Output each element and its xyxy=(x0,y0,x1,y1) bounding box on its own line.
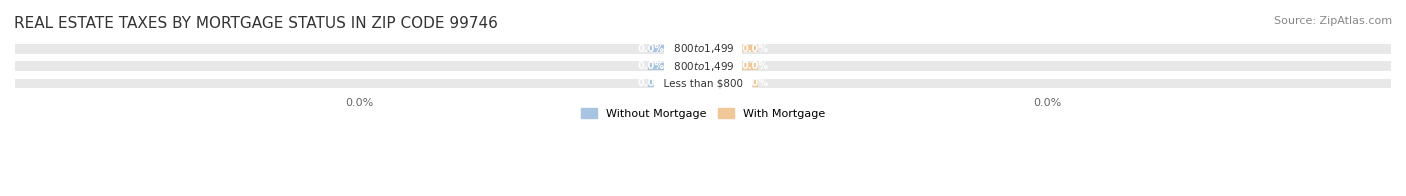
Bar xyxy=(703,63,758,70)
Bar xyxy=(703,45,758,53)
Text: 0.0%: 0.0% xyxy=(741,44,768,54)
Bar xyxy=(648,63,703,70)
Text: $800 to $1,499: $800 to $1,499 xyxy=(666,42,740,55)
Text: 0.0%: 0.0% xyxy=(741,61,768,71)
Text: Less than $800: Less than $800 xyxy=(657,78,749,88)
Text: REAL ESTATE TAXES BY MORTGAGE STATUS IN ZIP CODE 99746: REAL ESTATE TAXES BY MORTGAGE STATUS IN … xyxy=(14,16,498,31)
Bar xyxy=(15,79,1391,88)
Text: 0.0%: 0.0% xyxy=(741,78,768,88)
Text: 0.0%: 0.0% xyxy=(638,44,665,54)
Bar xyxy=(15,61,1391,71)
Text: 0.0%: 0.0% xyxy=(638,61,665,71)
Bar xyxy=(648,45,703,53)
Text: 0.0%: 0.0% xyxy=(638,78,665,88)
Legend: Without Mortgage, With Mortgage: Without Mortgage, With Mortgage xyxy=(581,108,825,119)
Bar xyxy=(703,80,758,87)
Bar xyxy=(648,80,703,87)
Text: $800 to $1,499: $800 to $1,499 xyxy=(666,60,740,73)
Text: Source: ZipAtlas.com: Source: ZipAtlas.com xyxy=(1274,16,1392,26)
Bar xyxy=(15,44,1391,54)
